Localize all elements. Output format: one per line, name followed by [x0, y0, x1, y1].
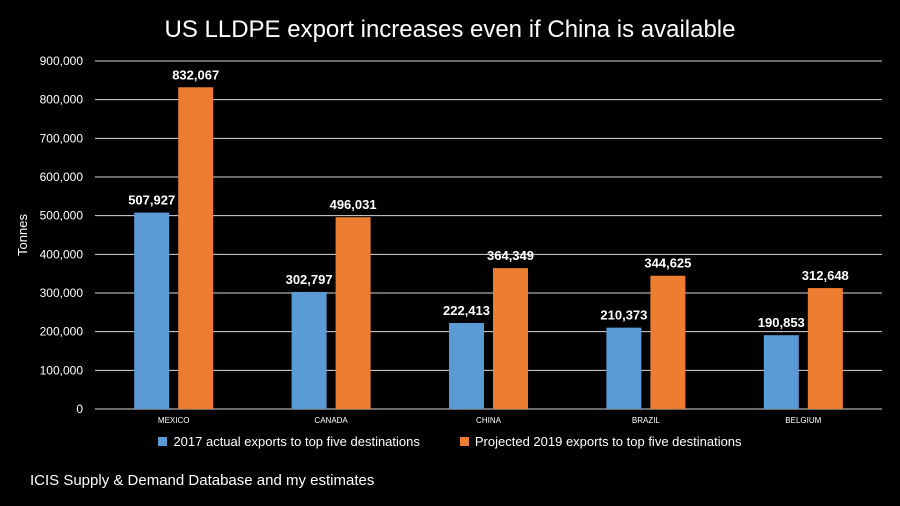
- chart-legend: 2017 actual exports to top five destinat…: [0, 434, 900, 449]
- bar-value-label: 507,927: [128, 193, 175, 208]
- x-tick-label: CHINA: [476, 416, 502, 425]
- bar: [134, 212, 170, 409]
- bar-value-label: 210,373: [600, 308, 647, 323]
- legend-item-2017: 2017 actual exports to top five destinat…: [158, 434, 420, 449]
- x-axis-ticks: MEXICO CANADA CHINA BRAZIL BELGIUM: [158, 416, 822, 425]
- chart-title: US LLDPE export increases even if China …: [164, 16, 736, 43]
- y-axis-label: Tonnes: [15, 214, 30, 256]
- y-tick-label: 400,000: [40, 247, 84, 261]
- legend-swatch-2019: [459, 437, 469, 446]
- bar-value-label: 190,853: [758, 315, 805, 330]
- x-tick-label: BRAZIL: [632, 416, 661, 425]
- legend-swatch-2017: [158, 437, 168, 446]
- y-tick-label: 800,000: [40, 93, 84, 107]
- bar: [291, 291, 327, 409]
- x-tick-label: BELGIUM: [785, 416, 821, 425]
- y-tick-label: 500,000: [40, 209, 84, 223]
- y-tick-label: 900,000: [40, 54, 84, 68]
- bar: [335, 217, 371, 409]
- y-axis-ticks: 0 100,000 200,000 300,000 400,000 500,000 600,…: [40, 54, 84, 416]
- legend-label-2019: Projected 2019 exports to top five desti…: [474, 434, 742, 449]
- legend-item-2019: Projected 2019 exports to top five desti…: [459, 434, 742, 449]
- bar: [763, 335, 799, 409]
- bar: [650, 275, 686, 409]
- y-tick-label: 200,000: [40, 325, 84, 339]
- gridlines: [95, 60, 882, 410]
- bar: [493, 268, 528, 409]
- bar-value-label: 364,349: [487, 248, 534, 263]
- source-note: ICIS Supply & Demand Database and my est…: [30, 472, 375, 489]
- bar: [178, 87, 214, 409]
- y-tick-label: 0: [76, 402, 83, 416]
- y-tick-label: 600,000: [40, 170, 84, 184]
- y-tick-label: 100,000: [40, 363, 84, 377]
- bar: [606, 327, 642, 409]
- y-tick-label: 700,000: [40, 131, 84, 145]
- bar-value-label: 344,625: [644, 256, 691, 271]
- bar-value-label: 222,413: [443, 303, 490, 318]
- legend-label-2017: 2017 actual exports to top five destinat…: [173, 434, 420, 449]
- bar-value-label: 312,648: [802, 268, 849, 283]
- bar: [807, 288, 843, 409]
- bar-value-label: 302,797: [286, 272, 333, 287]
- bars: [134, 87, 843, 409]
- bar-value-label: 496,031: [330, 197, 377, 212]
- bar: [449, 323, 484, 409]
- data-labels: 507,927 832,067 302,797 496,031 222,413 364,3…: [128, 67, 849, 330]
- x-tick-label: CANADA: [314, 416, 348, 425]
- x-tick-label: MEXICO: [158, 416, 190, 425]
- bar-value-label: 832,067: [172, 67, 219, 82]
- y-tick-label: 300,000: [40, 286, 84, 300]
